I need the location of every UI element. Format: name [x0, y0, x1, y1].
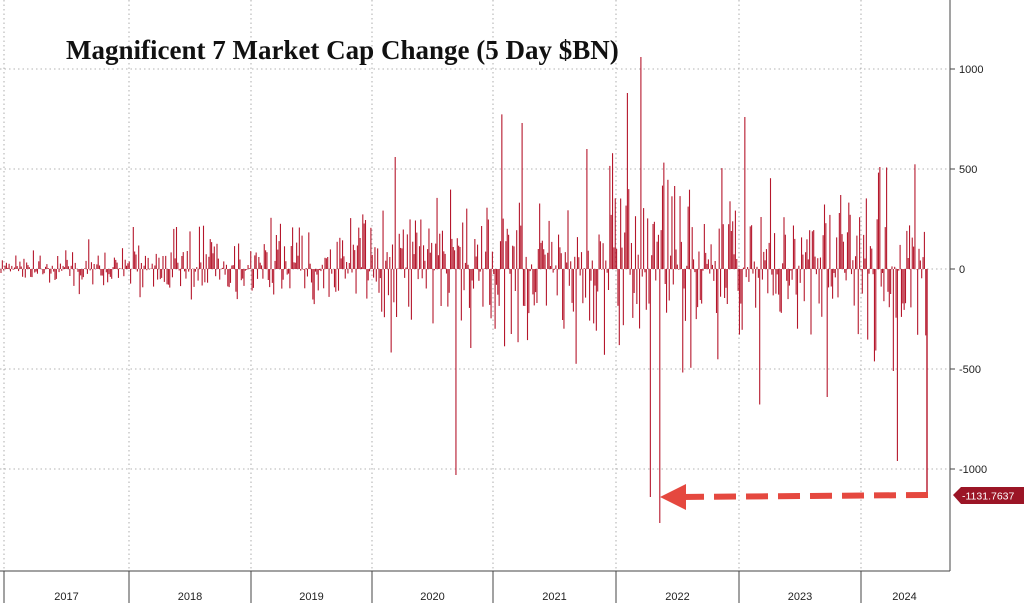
arrow-head-icon — [660, 484, 686, 510]
x-tick-label: 2023 — [788, 591, 812, 603]
x-tick-label: 2017 — [54, 591, 78, 603]
x-tick-label: 2018 — [178, 591, 202, 603]
x-tick-label: 2022 — [665, 591, 689, 603]
bars — [0, 57, 928, 523]
y-tick-label: -500 — [959, 364, 981, 376]
x-tick-label: 2019 — [299, 591, 323, 603]
x-tick-label: 2021 — [542, 591, 566, 603]
y-tick-label: 1000 — [959, 64, 983, 76]
y-tick-labels: 1000 500 0 -500 -1000 — [959, 64, 987, 476]
gridlines — [0, 0, 955, 603]
chart-title: Magnificent 7 Market Cap Change (5 Day $… — [66, 35, 619, 65]
axes — [0, 0, 951, 572]
last-value-badge — [953, 487, 1024, 504]
x-tick-label: 2024 — [892, 591, 916, 603]
x-tick-labels: 2017 2018 2019 2020 2021 2022 2023 2024 — [54, 591, 916, 603]
annotation-arrow — [660, 484, 929, 510]
y-tick-label: 0 — [959, 264, 965, 276]
last-value-callout: -1131.7637 — [953, 487, 1024, 504]
y-tick-label: 500 — [959, 164, 977, 176]
y-tick-label: -1000 — [959, 464, 987, 476]
dashed-arrow-line — [679, 492, 929, 500]
x-tick-label: 2020 — [420, 591, 444, 603]
last-value-label: -1131.7637 — [962, 491, 1015, 503]
